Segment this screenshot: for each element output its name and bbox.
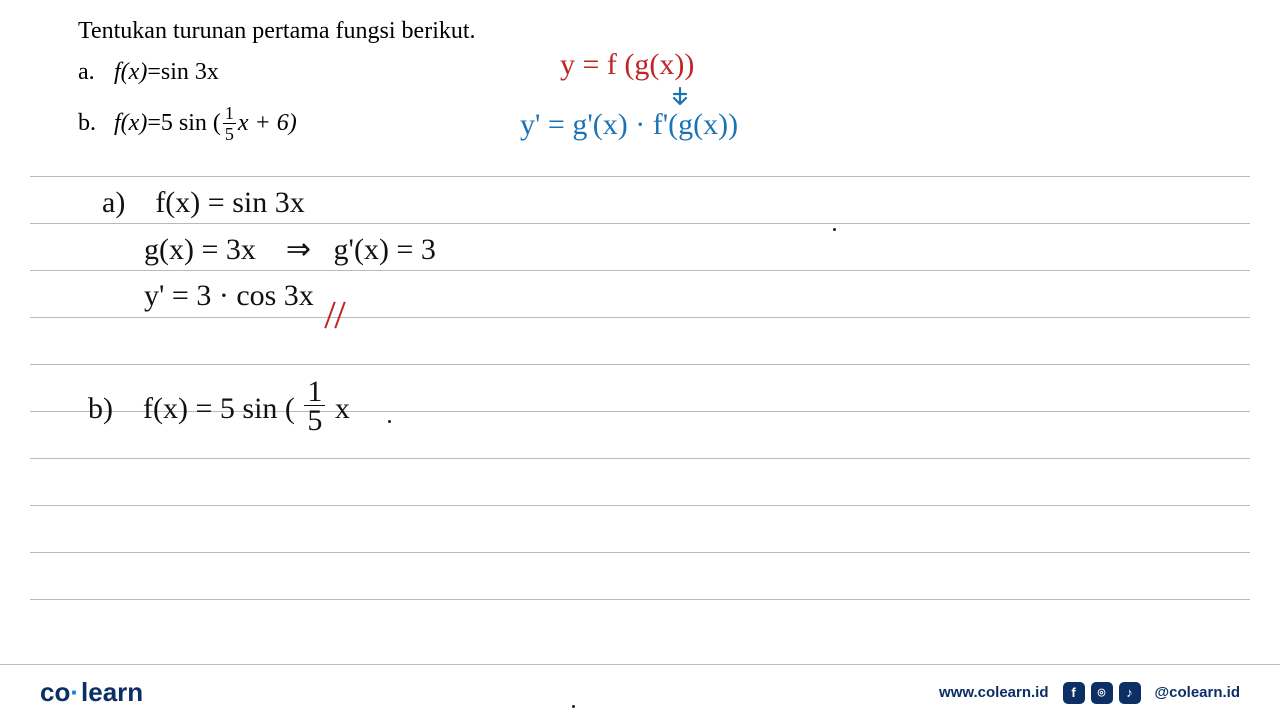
page: Tentukan turunan pertama fungsi berikut.… <box>0 0 1280 720</box>
chain-rule-yprime: y' = g'(x) · f'(g(x)) <box>520 108 738 142</box>
tiktok-icon[interactable]: ♪ <box>1119 682 1141 704</box>
rule-line <box>30 599 1250 646</box>
pen-dot <box>833 228 836 231</box>
work-yprime: y' = 3 · cos 3x <box>144 279 314 312</box>
chain-rule-y: y = f (g(x)) <box>560 48 694 82</box>
work-row-1: a) f(x) = sin 3x <box>102 186 305 220</box>
item-b-eq: = <box>147 106 161 141</box>
facebook-icon[interactable]: f <box>1063 682 1085 704</box>
work-row-2: g(x) = 3x ⇒ g'(x) = 3 <box>144 232 436 267</box>
rule-line <box>30 317 1250 364</box>
rule-line <box>30 552 1250 599</box>
item-a-lhs: f(x) <box>114 55 147 90</box>
instagram-icon[interactable]: ⌾ <box>1091 682 1113 704</box>
work-b-label: b) <box>88 392 113 425</box>
item-b-frac-num: 1 <box>223 104 236 124</box>
work-row-3: y' = 3 · cos 3x <box>144 279 355 313</box>
work-b-fraction: 1 5 <box>304 378 325 434</box>
social-icons: f ⌾ ♪ <box>1063 682 1141 704</box>
logo-main: co <box>40 677 70 707</box>
item-b-letter: b. <box>78 106 114 141</box>
footer-handle[interactable]: @colearn.id <box>1155 684 1240 701</box>
work-b-post: x <box>335 392 350 425</box>
question-item-b: b. f(x) = 5 sin ( 1 5 x + 6) <box>78 104 476 143</box>
question-prompt: Tentukan turunan pertama fungsi berikut. <box>78 14 476 49</box>
footer: co·learn www.colearn.id f ⌾ ♪ @colearn.i… <box>0 664 1280 720</box>
work-b-frac-num: 1 <box>304 378 325 406</box>
item-a-eq: = <box>147 55 161 90</box>
implies-icon: ⇒ <box>286 233 311 266</box>
work-a-text: f(x) = sin 3x <box>155 186 304 219</box>
item-b-fraction: 1 5 <box>223 104 236 143</box>
item-b-frac-den: 5 <box>223 124 236 143</box>
rule-line <box>30 458 1250 505</box>
work-g: g(x) = 3x <box>144 233 256 266</box>
item-a-rhs: sin 3x <box>161 55 219 90</box>
item-b-rhs-pre: 5 sin ( <box>161 106 221 141</box>
logo-tail: learn <box>81 677 143 707</box>
work-b-pre: f(x) = 5 sin ( <box>143 392 302 425</box>
question-block: Tentukan turunan pertama fungsi berikut.… <box>78 14 476 143</box>
item-b-rhs-post: x + 6) <box>238 106 297 141</box>
brand-logo: co·learn <box>40 677 143 708</box>
item-a-letter: a. <box>78 55 114 90</box>
work-gprime: g'(x) = 3 <box>334 233 436 266</box>
work-row-4: b) f(x) = 5 sin ( 1 5 x <box>88 378 350 434</box>
footer-right: www.colearn.id f ⌾ ♪ @colearn.id <box>939 682 1240 704</box>
question-item-a: a. f(x) = sin 3x <box>78 55 476 90</box>
pen-dot <box>388 420 391 423</box>
rule-line <box>30 505 1250 552</box>
work-a-label: a) <box>102 186 125 219</box>
item-b-lhs: f(x) <box>114 106 147 141</box>
work-b-frac-den: 5 <box>304 406 325 434</box>
logo-accent: · <box>70 677 81 707</box>
footer-url[interactable]: www.colearn.id <box>939 684 1048 701</box>
